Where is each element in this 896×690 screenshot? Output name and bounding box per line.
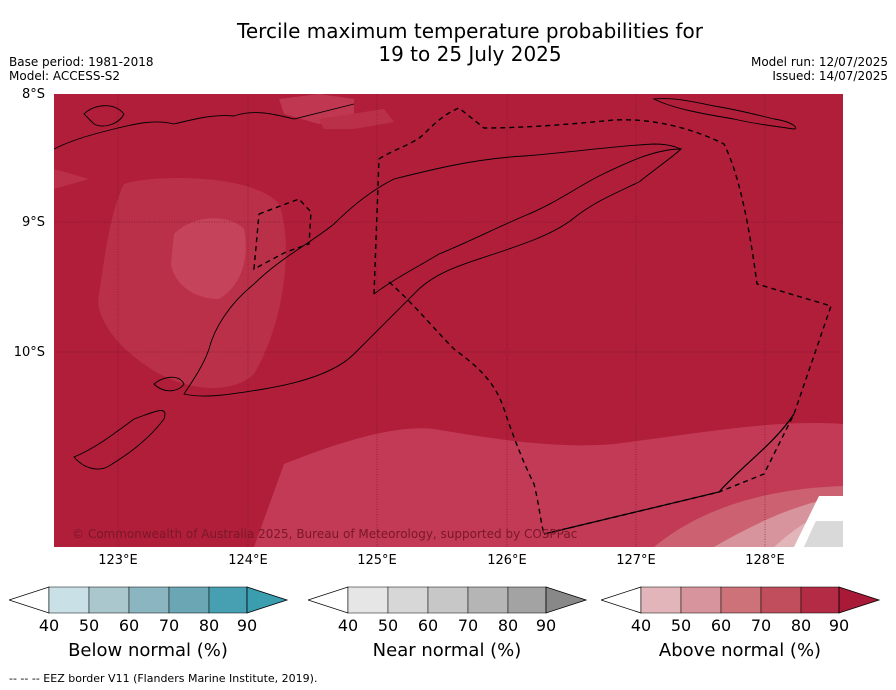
eez-timor-sea bbox=[388, 281, 545, 535]
lon-label-124e: 124°E bbox=[228, 553, 268, 568]
tick: 40 bbox=[630, 616, 652, 635]
base-period: Base period: 1981-2018 bbox=[9, 55, 154, 69]
tick: 40 bbox=[337, 616, 359, 635]
meta-right: Model run: 12/07/2025 Issued: 14/07/2025 bbox=[751, 55, 888, 83]
eez-timor-west bbox=[253, 198, 312, 271]
model-run: Model run: 12/07/2025 bbox=[750, 55, 888, 69]
colorbar-above-normal: 40 50 60 70 80 90 Above normal (%) bbox=[599, 585, 881, 661]
alor-coast bbox=[83, 105, 125, 127]
colorbar-below-swatches bbox=[7, 586, 289, 614]
colorbar-below-label: Below normal (%) bbox=[68, 640, 228, 661]
lon-label-125e: 125°E bbox=[357, 553, 397, 568]
light-blob-north2 bbox=[319, 109, 394, 129]
light-blob-westedge bbox=[54, 169, 89, 189]
tick: 70 bbox=[457, 616, 479, 635]
title-line-1: Tercile maximum temperature probabilitie… bbox=[237, 19, 703, 43]
lat-label-8s: 8°S bbox=[21, 87, 45, 102]
australia-indonesia-border bbox=[543, 413, 795, 535]
eez-borders bbox=[253, 107, 832, 535]
tick: 60 bbox=[710, 616, 732, 635]
tick: 80 bbox=[497, 616, 519, 635]
near-normal-patch bbox=[794, 496, 843, 547]
lon-label-126e: 126°E bbox=[487, 553, 527, 568]
tick: 70 bbox=[158, 616, 180, 635]
sumba-west-coast bbox=[73, 410, 166, 470]
copyright-text: © Commonwealth of Australia 2025, Bureau… bbox=[72, 527, 577, 541]
colorbar-above-swatches bbox=[599, 586, 881, 614]
colorbar-near-swatches bbox=[306, 586, 588, 614]
colorbar-below-normal: 40 50 60 70 80 90 Below normal (%) bbox=[7, 585, 289, 661]
lat-label-9s: 9°S bbox=[21, 215, 45, 230]
rote-coast bbox=[153, 376, 185, 392]
tick: 60 bbox=[118, 616, 140, 635]
tick: 50 bbox=[377, 616, 399, 635]
coastlines bbox=[54, 98, 797, 470]
tick: 90 bbox=[236, 616, 258, 635]
lighter-blob-west bbox=[171, 218, 246, 299]
colorbar-near-normal: 40 50 60 70 80 90 Near normal (%) bbox=[306, 585, 588, 661]
tick: 80 bbox=[790, 616, 812, 635]
eez-timor-north bbox=[373, 107, 832, 535]
tick: 50 bbox=[78, 616, 100, 635]
tick: 90 bbox=[828, 616, 850, 635]
footer-note: -- -- -- EEZ border V11 (Flanders Marine… bbox=[9, 672, 318, 685]
tick: 80 bbox=[198, 616, 220, 635]
lat-label-10s: 10°S bbox=[13, 345, 45, 360]
issued-date: Issued: 14/07/2025 bbox=[772, 69, 888, 83]
lon-label-128e: 128°E bbox=[745, 553, 785, 568]
lon-label-127e: 127°E bbox=[616, 553, 656, 568]
flores-coast bbox=[54, 103, 355, 150]
tick: 70 bbox=[750, 616, 772, 635]
probability-map: © Commonwealth of Australia 2025, Bureau… bbox=[54, 94, 843, 547]
tick: 50 bbox=[670, 616, 692, 635]
model-name: Model: ACCESS-S2 bbox=[9, 69, 121, 83]
tick: 90 bbox=[535, 616, 557, 635]
tick: 60 bbox=[417, 616, 439, 635]
title-line-2: 19 to 25 July 2025 bbox=[378, 42, 562, 66]
timor-coast bbox=[183, 143, 683, 397]
meta-left: Base period: 1981-2018 Model: ACCESS-S2 bbox=[9, 55, 154, 83]
wetar-coast bbox=[652, 98, 797, 130]
lon-label-123e: 123°E bbox=[98, 553, 138, 568]
gridlines bbox=[54, 94, 843, 547]
colorbar-above-label: Above normal (%) bbox=[658, 640, 822, 661]
map-title: Tercile maximum temperature probabilitie… bbox=[0, 20, 896, 66]
colorbar-near-label: Near normal (%) bbox=[372, 640, 522, 661]
tick: 40 bbox=[38, 616, 60, 635]
above-80-band bbox=[254, 423, 843, 547]
near-normal-region bbox=[804, 521, 843, 547]
